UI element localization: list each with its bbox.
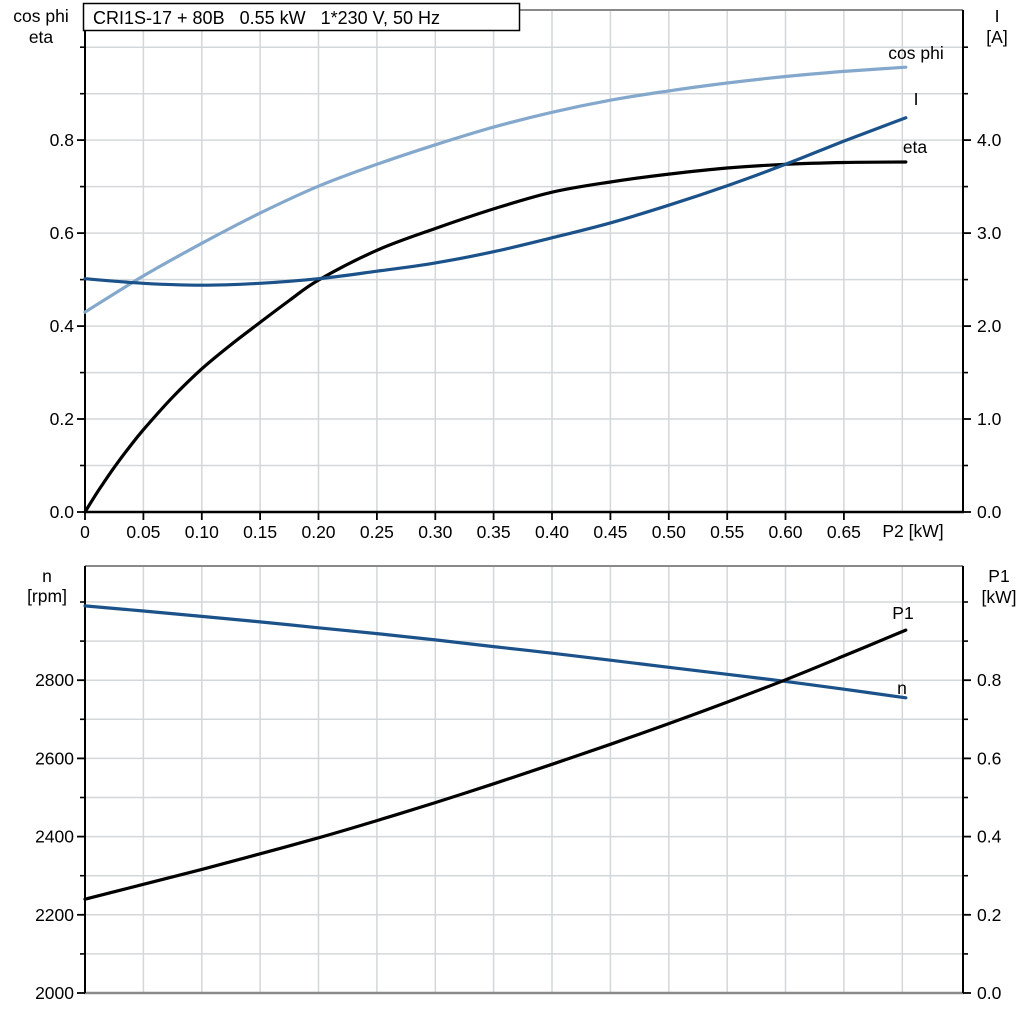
- tick-label: 0.4: [977, 827, 1002, 847]
- bottom-right-axis-title-line2: [kW]: [982, 587, 1017, 607]
- top-left-axis-title-line2: eta: [29, 27, 54, 47]
- tick-label: 0.35: [477, 522, 511, 542]
- tick-label: 0.0: [977, 502, 1002, 522]
- tick-label: 2000: [35, 983, 74, 1003]
- tick-label: 0.05: [126, 522, 160, 542]
- curve-cos-phi: [83, 65, 908, 314]
- tick-label: 0.2: [50, 409, 74, 429]
- tick-label: 0.6: [50, 223, 74, 243]
- tick-label: 0.15: [243, 522, 277, 542]
- curve-label-n: n: [897, 678, 907, 698]
- curves: [83, 65, 908, 514]
- curve-label-eta: eta: [903, 137, 928, 157]
- tick-label: 4.0: [977, 130, 1002, 150]
- tick-label: 0.4: [50, 316, 75, 336]
- chart-render-root: 0.00.20.40.60.80.01.02.03.04.00 0.05 0.10 0…: [35, 9, 1002, 1003]
- tick-label: 0.55: [710, 522, 744, 542]
- y-axis-right-ticks: 0.0 0.2 0.4 0.6 0.8: [963, 601, 1002, 1003]
- curves: [83, 604, 908, 901]
- bottom-left-axis-title-line1: n: [42, 566, 52, 586]
- tick-label: 0.60: [768, 522, 802, 542]
- curve-eta: [83, 160, 908, 514]
- tick-label: 2200: [35, 905, 74, 925]
- tick-label: 0.45: [593, 522, 627, 542]
- tick-label: 2800: [35, 670, 74, 690]
- top-right-axis-title-line2: [A]: [986, 27, 1007, 47]
- bottom-right-axis-title-line1: P1: [988, 566, 1009, 586]
- bottom-chart: 2000 2200 2400 2600 2800 0.0 0.2 0.4 0.6 0.8: [35, 565, 1002, 1003]
- bottom-left-axis-title-line2: [rpm]: [27, 586, 67, 606]
- top-left-axis-title-line1: cos phi: [13, 6, 68, 26]
- title-box-frame: [82, 2, 521, 32]
- tick-label: 0.20: [301, 522, 335, 542]
- y-axis-right-ticks: 0.0 1.0 2.0 3.0 4.0: [963, 46, 1002, 522]
- curve-p1: [83, 628, 908, 901]
- curve-label-i: I: [914, 89, 919, 109]
- x-axis-ticks: 0 0.05 0.10 0.15 0.20 0.25 0.30 0.35 0.40 0.45 0.5…: [80, 512, 861, 542]
- grid: [85, 566, 963, 993]
- tick-label: 0.8: [977, 670, 1001, 690]
- tick-label: 2.0: [977, 316, 1002, 336]
- curve-n: [83, 604, 908, 700]
- tick-label: 0.40: [535, 522, 569, 542]
- tick-label: 0.0: [977, 983, 1002, 1003]
- tick-label: 0.0: [50, 502, 75, 522]
- top-right-axis-title-line1: I: [995, 6, 1000, 26]
- tick-label: 2400: [35, 827, 74, 847]
- curve-i: [83, 116, 908, 287]
- top-chart: 0.00.20.40.60.80.01.02.03.04.00 0.05 0.10 0…: [50, 9, 1002, 542]
- curve-label-p1: P1: [892, 603, 913, 623]
- tick-label: 3.0: [977, 223, 1002, 243]
- tick-label: 0.10: [185, 522, 219, 542]
- curve-label-cos-phi: cos phi: [888, 43, 943, 63]
- tick-label: 0.8: [50, 130, 74, 150]
- tick-label: 0.2: [977, 905, 1001, 925]
- tick-label: 0.50: [652, 522, 686, 542]
- chart-title: CRI1S-17 + 80B 0.55 kW 1*230 V, 50 Hz: [93, 8, 440, 28]
- tick-label: 0.6: [977, 748, 1001, 768]
- axes: [84, 9, 964, 514]
- axes: [84, 565, 964, 995]
- tick-label: 0.30: [418, 522, 452, 542]
- tick-label: 0.25: [360, 522, 394, 542]
- tick-label: 2600: [35, 748, 74, 768]
- grid: [85, 10, 963, 512]
- tick-label: 0.65: [827, 522, 861, 542]
- x-axis-unit-label: P2 [kW]: [882, 521, 943, 541]
- title-box: CRI1S-17 + 80B 0.55 kW 1*230 V, 50 Hz: [82, 2, 521, 32]
- y-axis-left-ticks: 0.0 0.2 0.4 0.6 0.8: [50, 46, 85, 522]
- tick-label: 1.0: [977, 409, 1002, 429]
- tick-label: 0: [80, 522, 90, 542]
- y-axis-left-ticks: 2000 2200 2400 2600 2800: [35, 601, 85, 1003]
- chart-static-labels: CRI1S-17 + 80B 0.55 kW 1*230 V, 50 Hz co…: [13, 2, 1017, 698]
